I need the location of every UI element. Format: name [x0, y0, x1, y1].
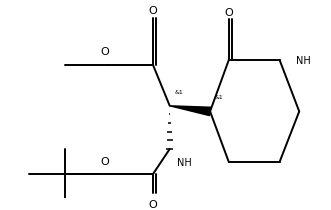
Text: &1: &1: [215, 95, 223, 100]
Text: O: O: [224, 8, 233, 18]
Text: O: O: [149, 6, 157, 16]
Text: O: O: [149, 200, 157, 210]
Text: NH: NH: [297, 56, 311, 66]
Text: O: O: [101, 157, 109, 167]
Polygon shape: [170, 106, 211, 116]
Text: O: O: [101, 47, 109, 57]
Text: &1: &1: [174, 89, 183, 94]
Text: NH: NH: [177, 158, 192, 168]
